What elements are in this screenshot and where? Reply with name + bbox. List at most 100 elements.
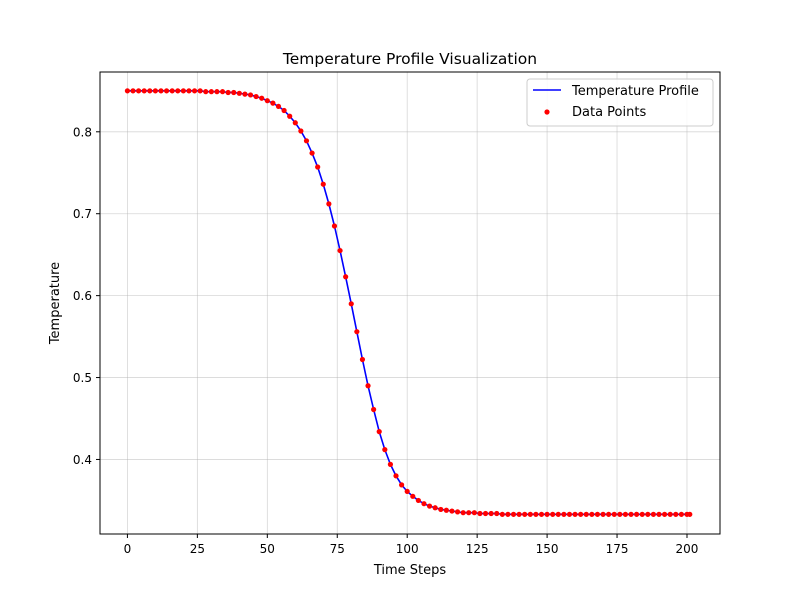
data-point [152, 88, 158, 94]
data-point [611, 511, 617, 517]
data-point [432, 505, 438, 511]
data-point [488, 510, 494, 517]
data-point [231, 89, 237, 96]
data-point [673, 511, 679, 517]
data-point [270, 100, 276, 106]
y-axis-label: Temperature [48, 262, 63, 345]
data-point [371, 406, 377, 413]
chart-title: Temperature Profile Visualization [282, 50, 537, 68]
legend-label-data-points: Data Points [572, 105, 646, 120]
data-point [158, 88, 164, 94]
y-tick-label: 0.7 [73, 207, 92, 221]
data-point [687, 511, 693, 517]
data-point [578, 511, 584, 517]
data-point [662, 511, 668, 517]
data-point [320, 181, 326, 187]
x-axis-label: Time Steps [373, 563, 447, 578]
data-point [505, 511, 511, 517]
data-point [191, 88, 198, 94]
data-point [242, 91, 248, 97]
axes-frame [99, 71, 721, 535]
x-tick-label: 75 [330, 542, 345, 556]
x-tick-label: 150 [536, 542, 559, 556]
x-tick-label: 25 [190, 542, 205, 556]
data-point [438, 506, 444, 513]
data-point [214, 89, 220, 95]
data-point [354, 329, 360, 335]
data-point [315, 164, 321, 170]
data-point [634, 511, 640, 517]
data-point [594, 511, 601, 517]
data-point [471, 510, 477, 516]
data-point [275, 103, 282, 110]
y-tick-label: 0.5 [73, 371, 92, 385]
data-point [163, 88, 170, 94]
data-point [197, 88, 203, 94]
data-point [667, 511, 673, 517]
data-point [281, 107, 287, 114]
data-point [359, 356, 366, 363]
data-point [449, 508, 455, 514]
data-point [208, 89, 214, 95]
data-point [650, 511, 657, 517]
data-point [533, 511, 539, 517]
y-tick-label: 0.4 [73, 453, 92, 467]
data-point [544, 511, 550, 517]
data-point [343, 274, 349, 280]
data-point [393, 473, 399, 479]
grid [100, 72, 720, 534]
y-tick-label: 0.6 [73, 289, 92, 303]
data-point [136, 88, 142, 94]
data-point [600, 511, 606, 517]
data-point [309, 150, 315, 156]
legend: Temperature Profile Data Points [526, 78, 714, 127]
data-point [326, 201, 332, 207]
data-point [130, 88, 136, 94]
data-point [253, 93, 259, 100]
data-point [421, 501, 427, 507]
data-point [410, 493, 416, 499]
data-point [522, 511, 528, 517]
data-point [482, 510, 489, 517]
data-point [589, 511, 595, 517]
data-point [516, 511, 522, 517]
data-point [382, 447, 388, 453]
data-point [550, 511, 556, 517]
legend-box [526, 78, 714, 127]
data-point [175, 88, 181, 94]
data-point [555, 511, 561, 517]
data-point [561, 511, 567, 517]
data-point [180, 88, 186, 94]
data-point [169, 88, 175, 94]
plot-area [124, 88, 693, 517]
data-point [656, 511, 662, 517]
data-point [147, 88, 153, 94]
data-point [337, 247, 343, 254]
data-point [466, 510, 472, 516]
data-point [287, 113, 293, 119]
data-point [225, 89, 231, 96]
data-point [292, 120, 298, 126]
data-point [298, 128, 304, 134]
data-point [527, 511, 533, 517]
data-point [499, 511, 505, 517]
data-point [264, 98, 270, 104]
data-point [622, 511, 629, 517]
temperature-profile-line [127, 90, 690, 516]
data-point [303, 138, 310, 144]
data-point [376, 429, 382, 435]
data-point [415, 497, 421, 504]
data-point [678, 511, 684, 517]
data-point [460, 510, 466, 516]
data-point [645, 511, 651, 517]
data-point [639, 511, 645, 517]
data-point [399, 482, 405, 488]
x-tick-label: 200 [676, 542, 699, 556]
data-point [494, 510, 500, 517]
data-point [606, 511, 612, 517]
x-tick-label: 100 [396, 542, 419, 556]
data-point [387, 461, 394, 467]
data-point [572, 511, 578, 517]
y-tick-label: 0.8 [73, 125, 92, 139]
